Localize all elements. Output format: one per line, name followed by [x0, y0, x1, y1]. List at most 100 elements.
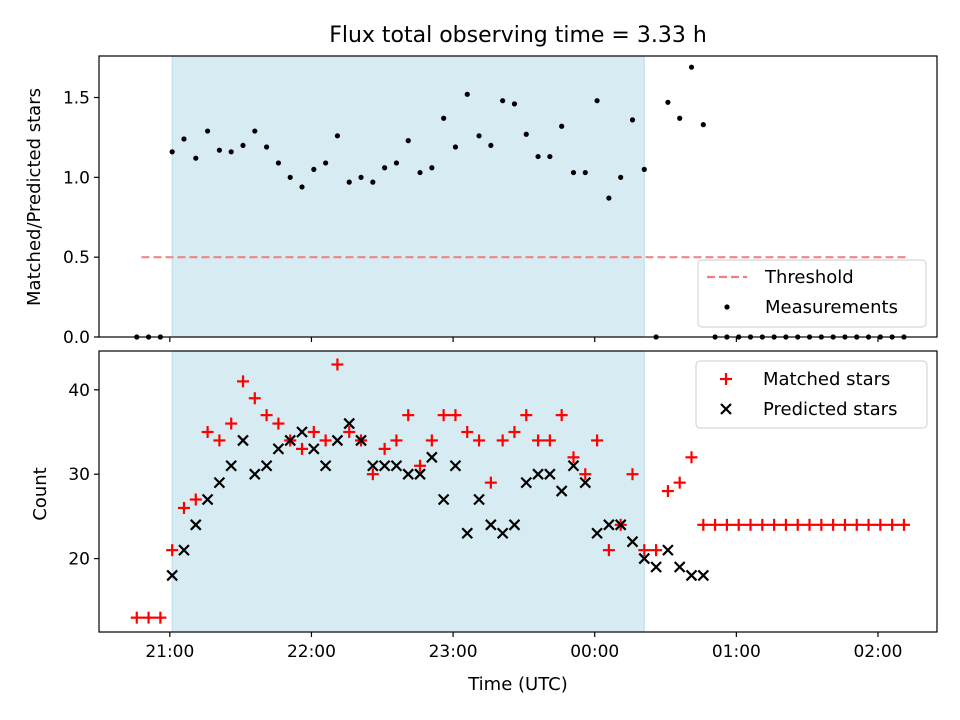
- predicted-star-point: [249, 468, 261, 480]
- y-tick-label: 20: [68, 550, 90, 570]
- matched-star-point: [768, 518, 781, 531]
- top-panel: 0.0 0.5 1.0 1.5 Matched/Predicted stars Thr…: [24, 55, 938, 348]
- predicted-star-point: [402, 468, 415, 480]
- measurement-point: [677, 115, 683, 121]
- matched-star-point: [331, 358, 344, 371]
- matched-star-point: [437, 409, 450, 422]
- matched-star-point: [296, 442, 309, 455]
- bottom-y-axis-label: Count: [30, 467, 51, 520]
- predicted-star-point: [284, 434, 296, 447]
- matched-star-point: [779, 518, 792, 531]
- predicted-star-point: [296, 426, 308, 438]
- matched-star-point: [638, 544, 651, 557]
- predicted-star-point: [461, 527, 474, 540]
- matched-star-point: [201, 426, 214, 439]
- predicted-legend-swatch: [720, 403, 732, 415]
- predicted-star-point: [614, 519, 627, 531]
- predicted-legend-label: Predicted stars: [763, 399, 897, 420]
- matched-star-point: [579, 468, 592, 481]
- matched-star-point: [319, 434, 332, 447]
- predicted-star-point: [390, 459, 403, 472]
- measurement-point: [570, 169, 577, 176]
- predicted-star-point: [544, 468, 556, 480]
- measurement-point: [629, 117, 636, 123]
- x-tick-label: 01:00: [712, 642, 761, 662]
- measurement-point: [323, 160, 329, 166]
- measurement-point: [252, 128, 258, 134]
- matched-star-point: [626, 468, 639, 481]
- predicted-star-point: [638, 552, 651, 565]
- bottom-plot-marks: [130, 358, 910, 624]
- measurement-point: [500, 98, 506, 104]
- matched-star-point: [661, 485, 674, 498]
- predicted-star-point: [343, 417, 355, 430]
- top-y-axis-ticks: 0.0 0.5 1.0 1.5: [63, 89, 99, 348]
- observing-window-shade-top: [171, 55, 645, 338]
- measurement-point: [287, 174, 293, 180]
- matched-star-point: [189, 493, 202, 506]
- matched-star-point: [697, 518, 710, 531]
- matched-star-point: [555, 409, 568, 422]
- y-tick-label: 0.5: [63, 248, 90, 268]
- predicted-star-point: [190, 519, 202, 531]
- predicted-star-point: [520, 476, 533, 489]
- measurement-point: [358, 174, 364, 180]
- matched-star-point: [154, 611, 167, 624]
- measurement-point: [181, 136, 187, 142]
- measurement-point: [700, 122, 706, 128]
- y-tick-label: 40: [68, 381, 90, 401]
- measurement-point: [641, 166, 647, 172]
- matched-star-point: [543, 434, 556, 447]
- measurement-point: [370, 179, 376, 185]
- predicted-star-point: [260, 459, 273, 472]
- measurement-point: [547, 153, 553, 160]
- measurement-point: [429, 165, 435, 171]
- measurement-point: [511, 101, 518, 107]
- x-tick-label: 00:00: [570, 642, 619, 662]
- predicted-star-point: [178, 544, 190, 556]
- matched-star-point: [709, 518, 722, 531]
- matched-star-point: [732, 518, 745, 531]
- matched-star-point: [673, 476, 686, 489]
- measurement-point: [264, 144, 270, 150]
- predicted-star-point: [532, 468, 544, 480]
- x-axis-label: Time (UTC): [467, 674, 568, 695]
- matched-star-point: [402, 409, 415, 422]
- measurement-point: [523, 131, 529, 137]
- predicted-star-point: [567, 459, 580, 472]
- matched-star-point: [897, 518, 910, 531]
- measurements-legend-label: Measurements: [765, 297, 898, 318]
- threshold-legend-label: Threshold: [764, 267, 854, 288]
- measurement-point: [464, 91, 470, 97]
- matched-star-point: [225, 417, 238, 430]
- measurement-point: [488, 142, 494, 149]
- matched-star-point: [366, 468, 379, 481]
- matched-star-point: [414, 459, 427, 472]
- matched-star-point: [343, 426, 356, 439]
- matched-star-point: [838, 518, 851, 531]
- matched-star-point: [803, 518, 816, 531]
- top-plot-frame: [98, 55, 938, 338]
- measurement-point: [417, 169, 423, 176]
- measurement-point: [405, 138, 411, 144]
- predicted-star-point: [673, 561, 686, 573]
- x-tick-label: 23:00: [429, 642, 478, 662]
- matched-star-point: [130, 611, 143, 624]
- predicted-star-point: [662, 544, 674, 556]
- predicted-star-point: [426, 451, 438, 464]
- measurement-point: [582, 169, 588, 176]
- predicted-star-point: [508, 519, 521, 531]
- predicted-star-point: [685, 569, 698, 582]
- observing-window-shade-bottom: [171, 350, 645, 633]
- matched-star-point: [508, 426, 521, 439]
- measurement-point: [240, 142, 246, 149]
- matched-star-point: [520, 409, 533, 422]
- matched-star-point: [449, 409, 462, 422]
- predicted-star-point: [414, 468, 426, 480]
- top-legend: Threshold Measurements: [697, 259, 927, 328]
- bottom-plot-frame: [98, 350, 938, 633]
- predicted-star-point: [496, 527, 509, 540]
- measurement-point: [228, 149, 234, 155]
- matched-star-point: [390, 434, 403, 447]
